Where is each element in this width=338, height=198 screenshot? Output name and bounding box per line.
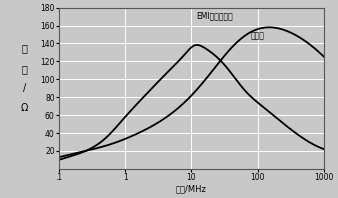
Text: 铁氧体: 铁氧体 (251, 32, 265, 41)
Text: /: / (23, 83, 26, 93)
Text: EMI抑制铁氧体: EMI抑制铁氧体 (197, 11, 234, 20)
Text: 抗: 抗 (21, 64, 27, 74)
X-axis label: 频率/MHz: 频率/MHz (176, 185, 207, 194)
Text: 阻: 阻 (21, 43, 27, 53)
Text: Ω: Ω (21, 103, 28, 113)
